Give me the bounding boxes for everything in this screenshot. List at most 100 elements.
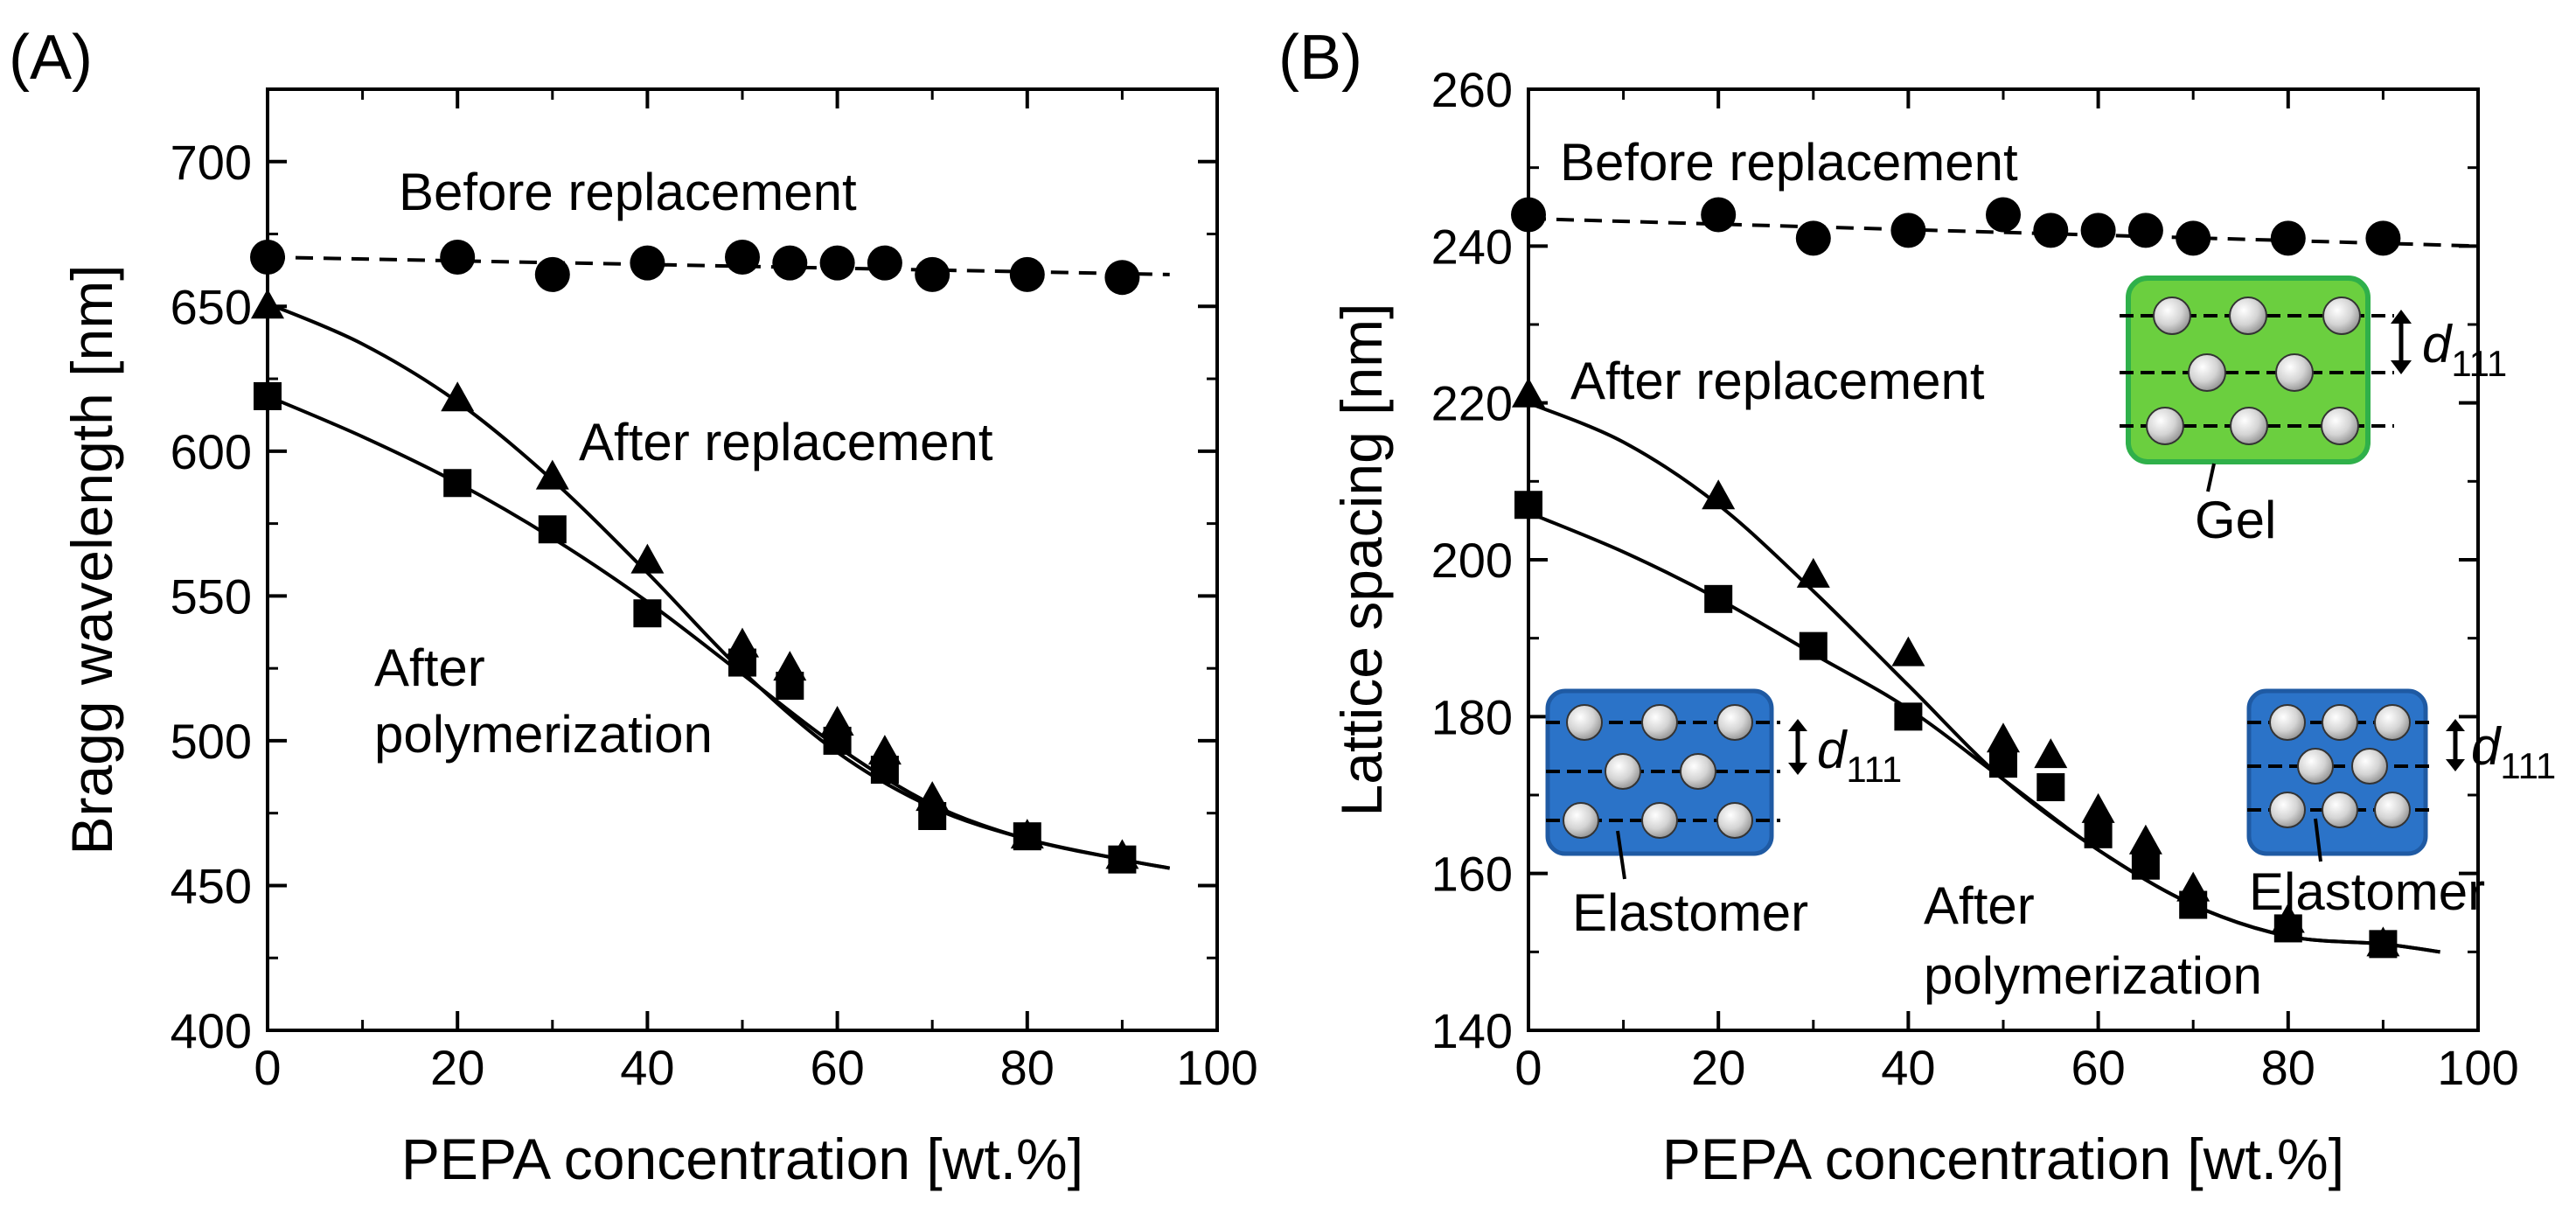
annotation-polymerization-b: polymerization xyxy=(1924,946,2262,1005)
y-axis-title-b: Lattice spacing [nm] xyxy=(1329,304,1394,817)
ticks-b: 0 20 40 60 80 100 140 160 180 200 220 240 260 xyxy=(1431,62,2519,1095)
y-tick-label: 200 xyxy=(1431,533,1513,588)
point-circle xyxy=(2270,220,2306,256)
x-axis-title-a: PEPA concentration [wt.%] xyxy=(401,1127,1083,1191)
point-triangle xyxy=(441,381,475,412)
y-tick-label: 180 xyxy=(1431,689,1513,744)
point-triangle xyxy=(1512,377,1545,408)
point-circle xyxy=(440,240,476,276)
x-tick-label: 40 xyxy=(620,1040,674,1095)
inset-gel-spacing-label: d111 xyxy=(2422,315,2507,384)
fit-line-circle xyxy=(267,255,1170,276)
point-square xyxy=(2369,930,2398,959)
particle-sphere xyxy=(1563,802,1599,839)
inset-elastomer-left-arrow xyxy=(1788,719,1807,775)
y-tick-label: 260 xyxy=(1431,62,1513,117)
y-tick-label: 500 xyxy=(171,714,252,769)
point-circle xyxy=(250,240,285,276)
point-circle xyxy=(2365,220,2401,256)
particle-sphere xyxy=(1716,704,1753,741)
point-square xyxy=(1514,491,1542,520)
particle-sphere xyxy=(2269,704,2306,741)
point-square xyxy=(2179,890,2208,919)
annotation-polymerization-a: polymerization xyxy=(374,705,713,764)
point-circle xyxy=(1104,260,1140,296)
point-triangle xyxy=(2128,824,2162,855)
point-circle xyxy=(2176,220,2211,256)
inset-elastomer-right: d111 Elastomer xyxy=(2246,688,2556,921)
point-square xyxy=(2131,851,2160,880)
point-square xyxy=(728,648,756,677)
annotation-after-a: After xyxy=(374,638,485,697)
point-triangle xyxy=(1987,722,2020,753)
y-tick-label: 220 xyxy=(1431,376,1513,431)
point-circle xyxy=(725,240,760,276)
point-circle xyxy=(772,245,808,281)
x-tick-label: 100 xyxy=(2437,1040,2518,1095)
y-tick-label: 450 xyxy=(171,858,252,913)
y-tick-label: 550 xyxy=(171,569,252,624)
inset-elastomer-left-spheres xyxy=(1546,704,1780,839)
panel-a: (A) 0 20 40 60 80 100 400 450 500 550 600 650 700 PE… xyxy=(9,23,1258,1191)
x-tick-label: 40 xyxy=(1881,1040,1935,1095)
point-square xyxy=(1894,702,1923,731)
point-circle xyxy=(867,245,902,281)
point-square xyxy=(254,381,282,410)
particle-sphere xyxy=(2146,407,2184,445)
inset-elastomer-left: d111 Elastomer xyxy=(1545,688,1902,942)
inset-elastomer-right-spacing-label: d111 xyxy=(2471,717,2556,786)
x-tick-label: 80 xyxy=(1000,1040,1055,1095)
particle-sphere xyxy=(1566,704,1603,741)
point-square xyxy=(2036,773,2065,802)
inset-elastomer-right-pointer xyxy=(2314,818,2322,862)
point-square xyxy=(1013,822,1041,851)
point-triangle xyxy=(2081,792,2115,823)
point-circle xyxy=(1511,197,1546,233)
y-tick-label: 240 xyxy=(1431,219,1513,274)
y-tick-label: 400 xyxy=(171,1003,252,1058)
particle-sphere xyxy=(2230,407,2268,445)
panel-label-a: (A) xyxy=(9,23,93,93)
point-circle xyxy=(1986,197,2021,233)
point-square xyxy=(443,469,472,498)
point-square xyxy=(1989,750,2017,778)
particle-sphere xyxy=(2374,792,2411,828)
y-tick-label: 600 xyxy=(171,424,252,479)
annotation-before-replacement-a: Before replacement xyxy=(399,163,857,221)
inset-gel-pointer xyxy=(2206,463,2216,492)
fit-curves-a xyxy=(267,255,1171,870)
annotation-before-replacement-b: Before replacement xyxy=(1560,133,2018,192)
particle-sphere xyxy=(2322,792,2358,828)
annotation-after-replacement-b: After replacement xyxy=(1570,352,1985,410)
particle-sphere xyxy=(1716,802,1753,839)
particle-sphere xyxy=(2188,353,2226,392)
point-triangle xyxy=(630,543,665,574)
point-circle xyxy=(2080,213,2116,248)
point-square xyxy=(2273,914,2302,943)
particle-sphere xyxy=(2269,792,2306,828)
y-tick-label: 700 xyxy=(171,135,252,190)
inset-gel-arrow xyxy=(2391,310,2412,374)
x-tick-label: 100 xyxy=(1176,1040,1257,1095)
ticks-a: 0 20 40 60 80 100 400 450 500 550 600 650 700 xyxy=(171,87,1258,1095)
particle-sphere xyxy=(2351,748,2388,785)
point-square xyxy=(870,756,899,785)
particle-sphere xyxy=(2321,407,2359,445)
point-circle xyxy=(1009,256,1045,292)
fit-line-circle xyxy=(1528,216,2479,248)
inset-elastomer-left-spacing-label: d111 xyxy=(1817,721,1902,790)
point-square xyxy=(538,515,567,544)
point-triangle xyxy=(1891,636,1925,666)
point-square xyxy=(2084,820,2113,848)
point-circle xyxy=(1701,197,1737,233)
particle-sphere xyxy=(1641,704,1678,741)
point-square xyxy=(823,726,852,755)
inset-gel-spheres xyxy=(2120,297,2394,445)
point-triangle xyxy=(535,459,569,490)
x-tick-label: 80 xyxy=(2261,1040,2315,1095)
inset-gel: d111 Gel xyxy=(2120,276,2507,549)
point-circle xyxy=(2127,213,2163,248)
particle-sphere xyxy=(1605,753,1641,790)
point-circle xyxy=(2033,213,2069,248)
point-triangle xyxy=(1702,479,1736,510)
